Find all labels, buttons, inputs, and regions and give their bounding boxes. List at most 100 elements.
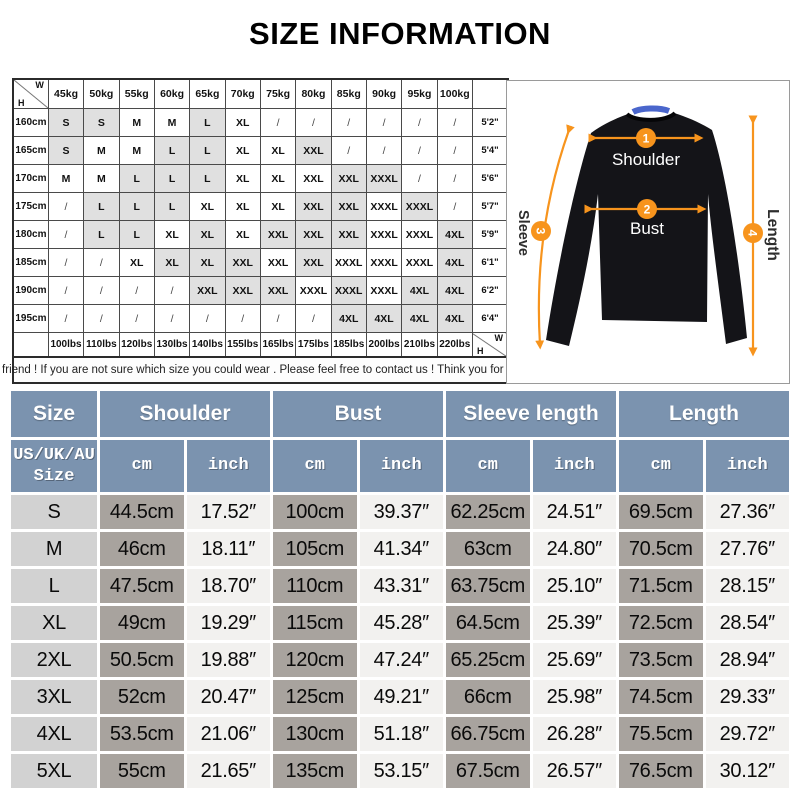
- spec-inch-value-cell: 25.39″: [532, 606, 616, 640]
- feet-label-cell: 5'9": [471, 220, 509, 249]
- matrix-row: 195cm / / / / / / //4XL 4XL 4XL 4XL 6'4": [12, 304, 509, 333]
- height-label-cell: 165cm: [12, 136, 49, 165]
- recommended-size-cell: XL: [259, 164, 297, 193]
- badge-2-circle: [637, 199, 657, 219]
- spec-inch-value-cell: 53.15″: [359, 754, 443, 788]
- spec-inch-value-cell: 27.36″: [705, 495, 789, 529]
- recommended-size-cell: XL: [189, 192, 226, 221]
- badge-3-number: 3: [534, 228, 548, 235]
- height-label-cell: 180cm: [12, 220, 49, 249]
- recommended-size-cell: 4XL: [436, 248, 473, 277]
- recommended-size-cell: /: [47, 192, 85, 221]
- spec-data-row: 3XL 52cm 20.47″ 125cm 49.21″ 66cm 25.98″ 74.5cm…: [11, 680, 789, 714]
- corner-weight-letter: W: [494, 333, 504, 343]
- spec-inch-value-cell: 25.98″: [532, 680, 616, 714]
- badge-3-circle: [531, 221, 551, 241]
- recommended-size-cell: /: [83, 304, 120, 333]
- recommended-size-cell: /: [295, 108, 332, 137]
- spec-inch-value-cell: 19.88″: [186, 643, 270, 677]
- recommended-size-cell: XXXL: [365, 220, 403, 249]
- corner-height-letter: H: [476, 346, 484, 356]
- spec-cm-value-cell: 73.5cm: [619, 643, 703, 677]
- spec-cm-value-cell: 125cm: [273, 680, 357, 714]
- spec-cm-value-cell: 63.75cm: [446, 569, 530, 603]
- size-spec-body: S 44.5cm 17.52″ 100cm 39.37″ 62.25cm 24.51″ 69.…: [11, 495, 789, 788]
- recommended-size-cell: /: [118, 276, 155, 305]
- matrix-weight-header-row: W H 45kg 50kg 55kg 60kg 65kg 70kg 75kg 80kg 85kg 90…: [12, 78, 509, 109]
- weight-header-cell: 70kg: [224, 78, 261, 109]
- spec-cm-header: cm: [100, 440, 184, 492]
- spec-cm-value-cell: 115cm: [273, 606, 357, 640]
- recommended-size-cell: XL: [224, 136, 261, 165]
- weight-header-cell: 100kg: [436, 78, 473, 109]
- spec-inch-value-cell: 19.29″: [186, 606, 270, 640]
- matrix-row: 160cm S S M M L XL / / / / //5'2": [12, 108, 509, 137]
- feet-label-cell: 6'4": [471, 304, 509, 333]
- recommended-size-cell: M: [118, 136, 155, 165]
- spec-cm-value-cell: 71.5cm: [619, 569, 703, 603]
- spec-cm-value-cell: 135cm: [273, 754, 357, 788]
- spec-inch-value-cell: 28.54″: [705, 606, 789, 640]
- spec-inch-value-cell: 24.80″: [532, 532, 616, 566]
- recommended-size-cell: XXXL: [401, 192, 438, 221]
- height-label-cell: 175cm: [12, 192, 49, 221]
- spec-group-header: Shoulder: [100, 391, 270, 437]
- spec-cm-value-cell: 62.25cm: [446, 495, 530, 529]
- spec-cm-value-cell: 67.5cm: [446, 754, 530, 788]
- spec-cm-value-cell: 74.5cm: [619, 680, 703, 714]
- spec-group-header-row: Size Shoulder Bust Sleeve length Length: [11, 391, 789, 437]
- pounds-header-cell: 120lbs: [118, 332, 155, 358]
- weight-header-cell: 85kg: [330, 78, 367, 109]
- pounds-blank-cell: [12, 332, 49, 358]
- weight-header-cell: 60kg: [153, 78, 191, 109]
- size-spec-chart: Size Shoulder Bust Sleeve length Length US/UK…: [8, 388, 792, 791]
- recommended-size-cell: XXL: [295, 136, 332, 165]
- size-spec-header: Size Shoulder Bust Sleeve length Length US/UK…: [11, 391, 789, 492]
- spec-group-header: Sleeve length: [446, 391, 616, 437]
- feet-label-cell: 5'6": [471, 164, 509, 193]
- weight-header-cell: 75kg: [259, 78, 297, 109]
- recommended-size-cell: /: [47, 248, 85, 277]
- spec-data-row: 4XL 53.5cm 21.06″ 130cm 51.18″ 66.75cm 26.28″ 7…: [11, 717, 789, 751]
- recommended-size-cell: 4XL: [401, 276, 438, 305]
- corner-weight-letter: W: [35, 80, 44, 90]
- recommended-size-cell: 4XL: [436, 304, 473, 333]
- recommended-size-cell: XL: [224, 164, 261, 193]
- spec-inch-value-cell: 17.52″: [186, 495, 270, 529]
- spec-inch-header: inch: [532, 440, 616, 492]
- recommended-size-cell: 4XL: [436, 220, 473, 249]
- height-label-cell: 170cm: [12, 164, 49, 193]
- recommended-size-cell: M: [83, 164, 120, 193]
- spec-inch-value-cell: 28.94″: [705, 643, 789, 677]
- badge-4-circle: [743, 223, 763, 243]
- spec-group-header: Bust: [273, 391, 443, 437]
- weight-header-cell: 95kg: [401, 78, 438, 109]
- recommended-size-cell: XL: [259, 192, 297, 221]
- spec-unit-header-row: US/UK/AU Size cm inch cm inch cm inch cm inch: [11, 440, 789, 492]
- spec-cm-value-cell: 50.5cm: [100, 643, 184, 677]
- spec-size-cell: L: [11, 569, 97, 603]
- recommended-size-cell: L: [83, 220, 120, 249]
- recommended-size-cell: XXL: [224, 248, 261, 277]
- sweater-diagram-svg: 1 2 3 4 Shoulder Bust Sleeve Length: [515, 105, 781, 357]
- recommended-size-cell: /: [118, 304, 155, 333]
- height-weight-table: W H 45kg 50kg 55kg 60kg 65kg 70kg 75kg 80kg 85kg 90…: [12, 78, 509, 358]
- badge-4-number: 4: [746, 230, 760, 237]
- recommended-size-cell: /: [153, 304, 191, 333]
- spec-inch-value-cell: 26.57″: [532, 754, 616, 788]
- recommended-size-cell: 4XL: [330, 304, 367, 333]
- recommended-size-cell: L: [189, 108, 226, 137]
- recommended-size-cell: /: [401, 108, 438, 137]
- recommended-size-cell: XXL: [259, 248, 297, 277]
- recommended-size-cell: XXXL: [330, 276, 367, 305]
- pounds-header-cell: 175lbs: [295, 332, 332, 358]
- spec-inch-value-cell: 29.72″: [705, 717, 789, 751]
- matrix-row: 180cm / L L XL XL XL XXL XXL XXL XXXL XXXL 4XL 5'9": [12, 220, 509, 249]
- pounds-header-cell: 100lbs: [47, 332, 85, 358]
- recommended-size-cell: L: [153, 136, 191, 165]
- spec-cm-value-cell: 120cm: [273, 643, 357, 677]
- spec-cm-value-cell: 49cm: [100, 606, 184, 640]
- spec-cm-value-cell: 44.5cm: [100, 495, 184, 529]
- recommended-size-cell: XXXL: [401, 220, 438, 249]
